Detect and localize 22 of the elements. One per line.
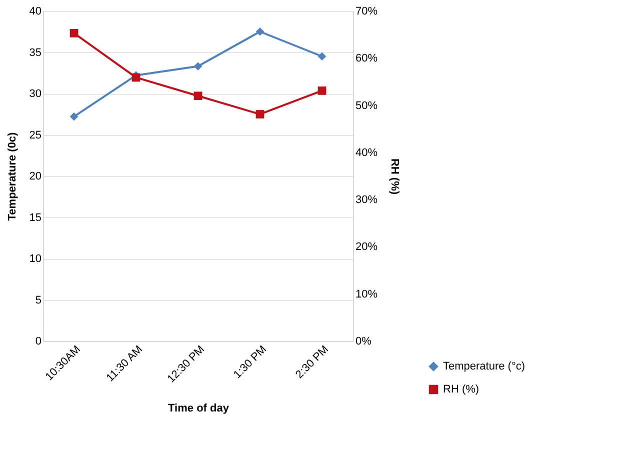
y2-tick-label: 20% (356, 241, 378, 254)
y2-tick-label: 30% (356, 194, 378, 206)
y-tick-label: 30 (29, 88, 42, 100)
legend-label: RH (%) (443, 384, 480, 396)
y2-tick-label: 60% (356, 52, 378, 65)
y2-tick-label: 10% (356, 288, 378, 300)
y-tick-label: 5 (35, 294, 42, 306)
y-tick-label: 10 (29, 253, 42, 265)
y-tick-label: 0 (35, 336, 42, 348)
y2-tick-label: 0% (356, 336, 372, 348)
y-tick-label: 35 (29, 46, 42, 59)
y2-tick-label: 40% (356, 146, 378, 159)
y-tick-label: 20 (29, 170, 42, 182)
y-tick-label: 40 (29, 6, 42, 18)
y-axis-title: Temperature (0c) (6, 132, 18, 221)
y-tick-label: 25 (29, 129, 42, 142)
y2-tick-label: 50% (356, 100, 378, 112)
legend-label: Temperature (°c) (443, 360, 526, 372)
y2-tick-label: 70% (356, 6, 378, 18)
y-tick-label: 15 (29, 212, 42, 224)
y2-axis-title: RH (%) (388, 158, 401, 195)
x-axis-title: Time of day (168, 402, 230, 415)
